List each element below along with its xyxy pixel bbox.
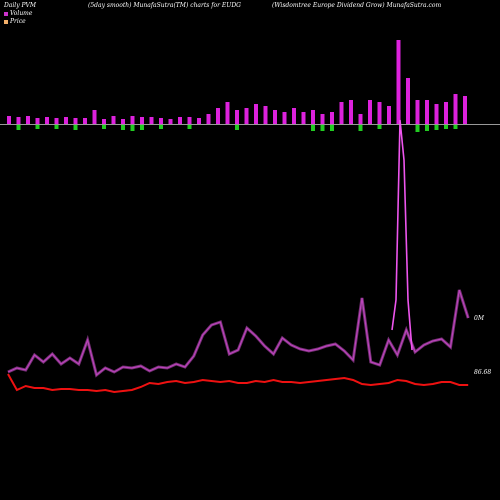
volume-bar <box>396 40 401 124</box>
volume-bar <box>311 110 315 124</box>
volume-bar <box>415 100 420 124</box>
volume-bar <box>406 78 410 124</box>
volume-bar <box>358 114 363 124</box>
volume-bar-down <box>54 125 59 129</box>
volume-bar <box>254 104 258 124</box>
volume-bar-down <box>444 125 448 129</box>
volume-bar <box>45 117 49 124</box>
volume-bar <box>339 102 344 124</box>
volume-bar <box>216 108 220 124</box>
volume-bar <box>292 108 296 124</box>
volume-bar <box>273 110 277 124</box>
volume-bar <box>64 117 68 124</box>
volume-bar <box>453 94 458 124</box>
volume-bar <box>206 114 211 124</box>
volume-bar <box>225 102 230 124</box>
volume-bars <box>7 40 467 132</box>
volume-bar <box>73 118 78 124</box>
volume-bar <box>463 96 467 124</box>
volume-bar-down <box>73 125 78 130</box>
volume-bar-down <box>121 125 125 130</box>
pvm-line-spike <box>391 119 413 351</box>
legend-item-volume: Volume <box>4 10 32 17</box>
volume-bar-down <box>311 125 315 131</box>
volume-bar <box>7 116 11 124</box>
volume-bar <box>102 119 106 124</box>
volume-bar-down <box>425 125 429 131</box>
price-lines <box>7 119 470 394</box>
volume-bar-down <box>415 125 420 132</box>
volume-bar <box>16 117 21 124</box>
legend-label-volume: Volume <box>10 10 33 17</box>
volume-bar-down <box>330 125 334 131</box>
price-line <box>7 373 469 394</box>
volume-bar <box>140 117 144 124</box>
volume-bar-down <box>159 125 163 129</box>
volume-bar-down <box>235 125 239 130</box>
volume-bar <box>301 112 306 124</box>
chart-header-title: (5day smooth) MunafaSutra(TM) charts for… <box>88 2 241 9</box>
volume-bar <box>425 100 429 124</box>
volume-bar-down <box>16 125 21 130</box>
volume-bar <box>320 114 325 124</box>
chart-header-right: (Wisdomtree Europe Dividend Grow) Munafa… <box>272 2 442 9</box>
volume-bar-down <box>453 125 458 129</box>
volume-bar-down <box>187 125 192 129</box>
volume-bar-down <box>140 125 144 130</box>
volume-bar <box>197 118 201 124</box>
volume-bar <box>159 118 163 124</box>
volume-bar-down <box>434 125 439 130</box>
volume-bar <box>349 100 353 124</box>
volume-bar-down <box>130 125 135 131</box>
chart-header-left: Daily PVM <box>4 2 37 9</box>
legend-swatch-volume <box>4 11 8 16</box>
price-value-label: 86.68 <box>474 369 491 376</box>
volume-bar <box>444 102 448 124</box>
volume-bar <box>263 106 268 124</box>
volume-bar <box>368 100 372 124</box>
volume-bar <box>149 117 154 124</box>
volume-bar <box>35 118 40 124</box>
legend-item-price: Price <box>4 18 26 25</box>
volume-bar <box>434 104 439 124</box>
volume-bar <box>130 116 135 124</box>
volume-bar <box>377 102 382 124</box>
volume-bar <box>244 108 249 124</box>
volume-bar <box>83 118 87 124</box>
volume-bar <box>235 110 239 124</box>
volume-bar <box>178 117 182 124</box>
volume-bar <box>92 110 97 124</box>
legend-label-price: Price <box>10 18 26 25</box>
volume-bar <box>111 116 116 124</box>
volume-bar-down <box>377 125 382 129</box>
volume-bar <box>26 116 30 124</box>
volume-bar <box>54 118 59 124</box>
volume-bar-down <box>102 125 106 129</box>
legend-swatch-price <box>4 19 8 24</box>
volume-bar-down <box>358 125 363 131</box>
pvm-line <box>7 289 469 377</box>
volume-bar <box>282 112 287 124</box>
volume-bar-down <box>320 125 325 131</box>
volume-bar <box>330 112 334 124</box>
pvm-value-label: 0M <box>474 315 485 322</box>
volume-bar <box>121 119 125 124</box>
volume-bar <box>168 119 173 124</box>
volume-bar <box>387 106 391 124</box>
volume-bar <box>187 117 192 124</box>
volume-bar-down <box>35 125 40 129</box>
